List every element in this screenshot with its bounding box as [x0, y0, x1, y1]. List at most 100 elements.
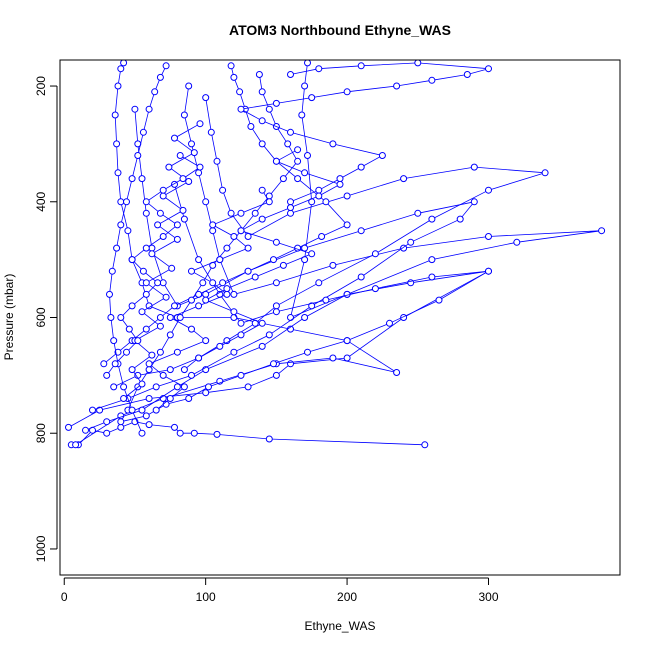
data-point: [336, 175, 344, 183]
data-point: [343, 354, 351, 362]
data-point: [202, 337, 210, 345]
data-point: [134, 337, 142, 345]
data-point: [270, 360, 277, 368]
y-tick-label: 600: [34, 307, 48, 327]
data-point: [145, 366, 153, 374]
data-point: [176, 314, 184, 321]
data-point: [255, 71, 263, 78]
series-line-13: [239, 62, 489, 203]
data-point: [139, 128, 147, 136]
data-point: [89, 406, 96, 414]
data-point: [265, 435, 273, 443]
data-point: [230, 233, 238, 240]
data-point: [113, 140, 121, 148]
data-point: [357, 273, 365, 281]
data-point: [336, 180, 344, 188]
data-point: [237, 371, 245, 379]
data-point: [72, 441, 80, 449]
y-tick-label: 400: [34, 191, 48, 211]
y-tick-label: 200: [34, 76, 48, 96]
data-point: [428, 76, 436, 84]
data-point: [294, 157, 302, 165]
data-point: [111, 360, 119, 368]
data-point: [265, 105, 273, 113]
data-point: [138, 429, 146, 437]
data-point: [485, 267, 492, 275]
data-point: [287, 128, 294, 136]
data-point: [156, 348, 164, 356]
data-point: [258, 215, 266, 223]
data-point: [110, 337, 118, 345]
data-point: [171, 134, 178, 142]
data-point: [301, 169, 309, 177]
data-point: [470, 163, 478, 171]
data-point: [308, 302, 316, 310]
data-point: [196, 120, 204, 128]
data-point: [227, 209, 235, 217]
data-point: [272, 371, 280, 379]
data-point: [156, 322, 164, 330]
data-point: [134, 152, 142, 159]
data-point: [230, 308, 238, 316]
data-point: [322, 198, 330, 206]
data-point: [223, 244, 231, 252]
data-point: [166, 395, 174, 402]
data-point: [138, 308, 146, 316]
data-point: [82, 426, 89, 434]
data-point: [148, 351, 156, 359]
data-point: [329, 261, 337, 269]
data-point: [142, 325, 150, 333]
data-point: [145, 395, 153, 402]
data-point: [138, 175, 146, 183]
data-point: [287, 198, 294, 206]
data-point: [223, 290, 231, 298]
data-point: [258, 342, 266, 350]
data-point: [318, 233, 326, 240]
data-point: [485, 233, 492, 240]
data-point: [230, 73, 238, 81]
data-point: [598, 227, 606, 235]
data-point: [272, 308, 280, 316]
data-point: [190, 429, 198, 437]
data-point: [188, 267, 195, 275]
data-point: [195, 354, 203, 362]
data-point: [541, 169, 549, 177]
plot-area: [65, 60, 606, 449]
data-point: [165, 163, 173, 171]
data-point: [154, 221, 162, 229]
x-tick-label: 100: [196, 590, 216, 604]
data-point: [117, 314, 125, 321]
x-axis-label: Ethyne_WAS: [305, 619, 376, 633]
data-point: [258, 88, 266, 96]
data-point: [142, 412, 150, 420]
data-point: [114, 82, 122, 90]
data-point: [120, 60, 128, 67]
y-axis: 200 400 600 800 1000: [34, 76, 58, 562]
plot-frame: [59, 59, 621, 576]
y-tick-label: 800: [34, 423, 48, 443]
data-point: [298, 111, 306, 119]
data-point: [209, 227, 217, 235]
data-point: [142, 209, 150, 217]
data-point: [272, 157, 280, 165]
data-point: [138, 406, 146, 414]
data-point: [230, 348, 238, 356]
data-point: [156, 73, 164, 81]
data-point: [371, 285, 379, 293]
data-point: [216, 342, 224, 350]
data-point: [125, 325, 133, 333]
data-point: [304, 348, 311, 356]
data-point: [470, 198, 478, 206]
data-point: [287, 360, 294, 368]
data-point: [110, 383, 118, 391]
data-point: [114, 169, 122, 177]
data-point: [308, 250, 316, 258]
data-point: [237, 209, 245, 217]
data-point: [162, 62, 170, 70]
data-point: [284, 140, 292, 148]
data-point: [428, 256, 436, 264]
data-point: [371, 250, 379, 258]
series-line-14: [184, 149, 342, 370]
data-point: [195, 256, 203, 264]
